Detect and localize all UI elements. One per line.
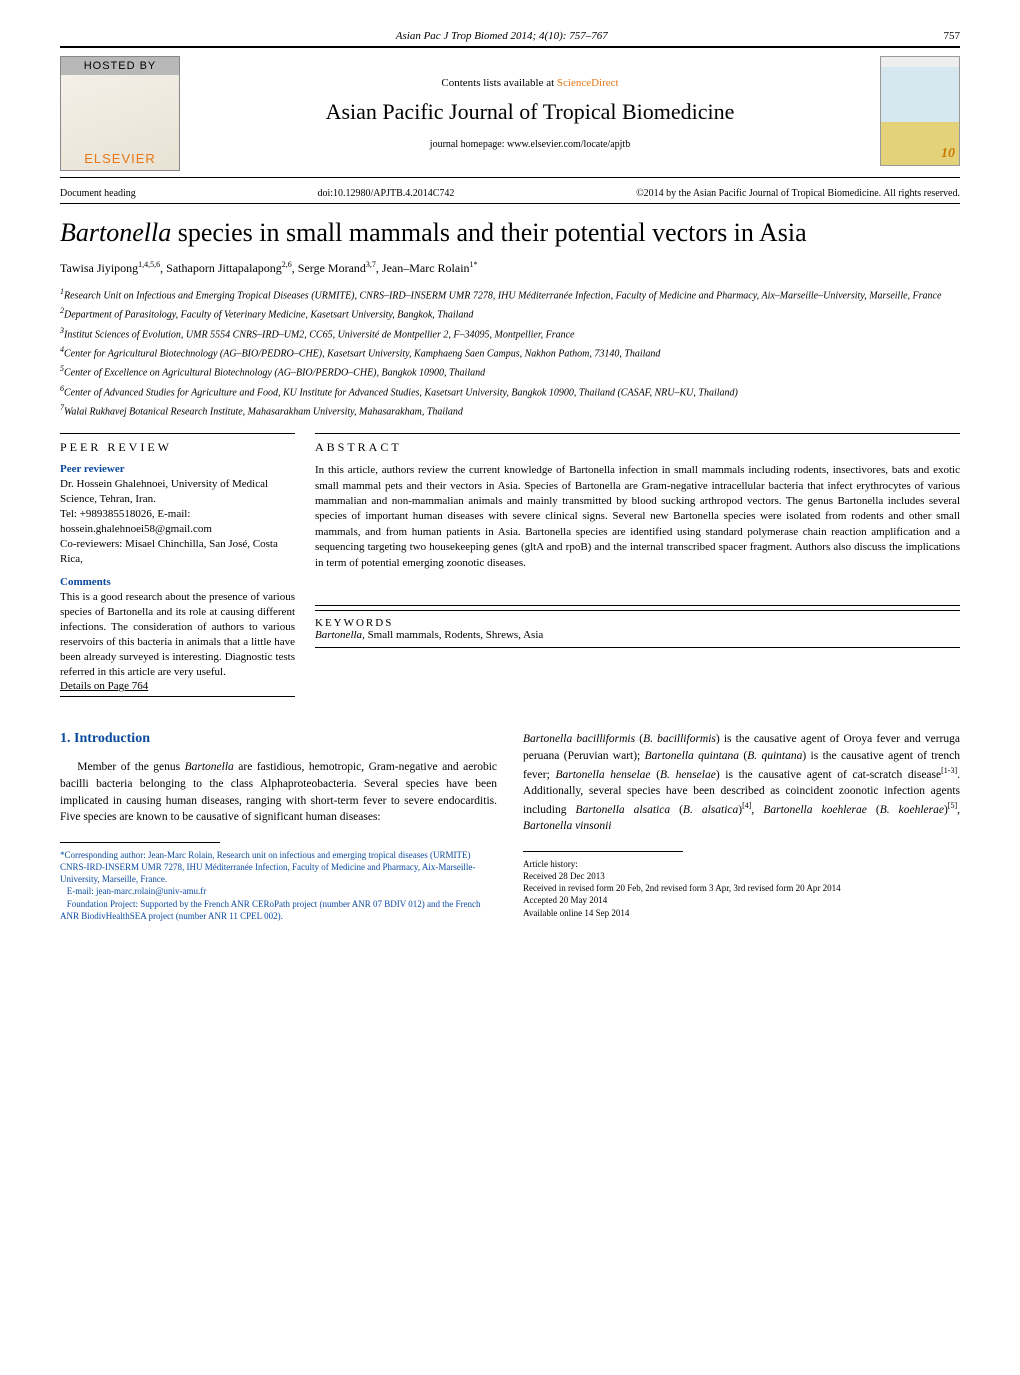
- copyright: ©2014 by the Asian Pacific Journal of Tr…: [636, 188, 960, 199]
- intro-left-column: 1. Introduction Member of the genus Bart…: [60, 731, 497, 922]
- abstract-head: ABSTRACT: [315, 433, 960, 455]
- intro-right-text: Bartonella bacilliformis (B. bacilliform…: [523, 731, 960, 835]
- article-history: Article history: Received 28 Dec 2013 Re…: [523, 858, 960, 919]
- intro-left-text: Member of the genus Bartonella are fasti…: [60, 759, 497, 826]
- running-head: Asian Pac J Trop Biomed 2014; 4(10): 757…: [60, 30, 960, 42]
- document-row: Document heading doi:10.12980/APJTB.4.20…: [60, 188, 960, 199]
- hosted-by-label: HOSTED BY: [61, 57, 179, 75]
- affiliations: 1Research Unit on Infectious and Emergin…: [60, 286, 960, 419]
- contents-line: Contents lists available at ScienceDirec…: [194, 77, 866, 89]
- intro-right-column: Bartonella bacilliformis (B. bacilliform…: [523, 731, 960, 922]
- rule-top: [60, 46, 960, 48]
- cover-thumbnail: 10: [880, 56, 960, 166]
- page-number: 757: [944, 30, 961, 42]
- rule-peer-bottom: [60, 696, 295, 697]
- intro-heading: 1. Introduction: [60, 731, 497, 747]
- peer-review-column: PEER REVIEW Peer reviewer Dr. Hossein Gh…: [60, 433, 295, 697]
- journal-center: Contents lists available at ScienceDirec…: [194, 56, 866, 171]
- comments-label: Comments: [60, 576, 295, 588]
- journal-header: HOSTED BY ELSEVIER Contents lists availa…: [60, 56, 960, 171]
- intro-section: 1. Introduction Member of the genus Bart…: [60, 731, 960, 922]
- keywords-head: KEYWORDS: [315, 617, 960, 629]
- review-abstract-row: PEER REVIEW Peer reviewer Dr. Hossein Gh…: [60, 433, 960, 697]
- peer-reviewer-label: Peer reviewer: [60, 463, 295, 475]
- peer-reviewer-text: Dr. Hossein Ghalehnoei, University of Me…: [60, 477, 295, 566]
- elsevier-logo: ELSEVIER: [61, 75, 179, 170]
- corresponding-author: *Corresponding author: Jean-Marc Rolain,…: [60, 849, 497, 922]
- document-heading: Document heading: [60, 188, 136, 199]
- keywords-block: KEYWORDS Bartonella, Small mammals, Rode…: [315, 605, 960, 648]
- author-list: Tawisa Jiyipong1,4,5,6, Sathaporn Jittap…: [60, 260, 960, 276]
- footnote-rule-left: [60, 842, 220, 843]
- journal-citation: Asian Pac J Trop Biomed 2014; 4(10): 757…: [396, 30, 608, 42]
- sciencedirect-link[interactable]: ScienceDirect: [557, 77, 619, 89]
- abstract-text: In this article, authors review the curr…: [315, 463, 960, 571]
- rule-under-header: [60, 177, 960, 178]
- doi: doi:10.12980/APJTB.4.2014C742: [317, 188, 454, 199]
- rule-under-doc: [60, 203, 960, 204]
- comments-text: This is a good research about the presen…: [60, 590, 295, 679]
- footnote-rule-right: [523, 851, 683, 852]
- details-link[interactable]: Details on Page 764: [60, 679, 295, 694]
- hosted-by-box: HOSTED BY ELSEVIER: [60, 56, 180, 171]
- keywords-text: Bartonella, Small mammals, Rodents, Shre…: [315, 629, 960, 641]
- abstract-column: ABSTRACT In this article, authors review…: [315, 433, 960, 697]
- peer-review-head: PEER REVIEW: [60, 433, 295, 455]
- journal-name: Asian Pacific Journal of Tropical Biomed…: [194, 99, 866, 125]
- journal-homepage: journal homepage: www.elsevier.com/locat…: [194, 139, 866, 150]
- article-title: Bartonella species in small mammals and …: [60, 218, 960, 248]
